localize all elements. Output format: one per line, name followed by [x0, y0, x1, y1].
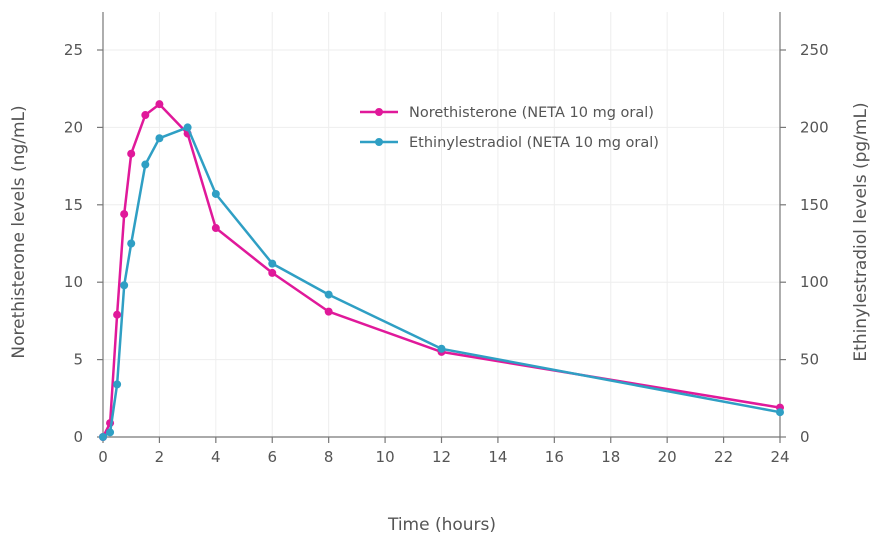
x-tick-label: 6 — [267, 448, 277, 466]
left-y-tick-label: 20 — [64, 118, 83, 136]
x-tick-label: 20 — [658, 448, 677, 466]
data-point-ethinylestradiol — [183, 123, 192, 132]
data-point-ethinylestradiol — [113, 380, 122, 389]
data-point-norethisterone — [113, 310, 122, 319]
data-point-ethinylestradiol — [99, 433, 107, 441]
right-y-axis-title: Ethinylestradiol levels (pg/mL) — [851, 102, 871, 361]
legend-marker-norethisterone — [375, 108, 383, 116]
data-point-ethinylestradiol — [211, 189, 220, 198]
data-point-ethinylestradiol — [155, 134, 164, 143]
gridlines — [102, 12, 781, 438]
data-point-ethinylestradiol — [324, 290, 333, 299]
data-point-norethisterone — [268, 268, 277, 277]
x-tick-label: 4 — [211, 448, 221, 466]
data-point-norethisterone — [155, 100, 164, 109]
legend-marker-ethinylestradiol — [375, 138, 383, 146]
x-tick-label: 10 — [376, 448, 395, 466]
legend-label-norethisterone: Norethisterone (NETA 10 mg oral) — [409, 105, 654, 121]
legend-label-ethinylestradiol: Ethinylestradiol (NETA 10 mg oral) — [409, 135, 659, 151]
left-y-tick-label: 10 — [64, 273, 83, 291]
x-tick-label: 24 — [770, 448, 789, 466]
x-tick-label: 2 — [155, 448, 165, 466]
legend: Norethisterone (NETA 10 mg oral) Ethinyl… — [360, 105, 659, 151]
left-y-tick-label: 5 — [73, 351, 83, 369]
left-y-tick-label: 0 — [73, 428, 83, 446]
x-tick-label: 8 — [324, 448, 334, 466]
data-point-norethisterone — [324, 307, 333, 316]
left-y-axis-title: Norethisterone levels (ng/mL) — [9, 105, 29, 358]
data-point-ethinylestradiol — [776, 408, 784, 417]
data-point-ethinylestradiol — [127, 239, 136, 248]
data-point-ethinylestradiol — [106, 428, 115, 437]
x-tick-label: 18 — [601, 448, 620, 466]
right-y-tick-label: 200 — [800, 118, 829, 136]
data-point-ethinylestradiol — [268, 259, 277, 268]
data-point-ethinylestradiol — [437, 344, 446, 353]
right-y-tick-label: 50 — [800, 351, 819, 369]
data-point-norethisterone — [141, 111, 150, 120]
data-point-ethinylestradiol — [141, 160, 150, 169]
data-point-norethisterone — [211, 224, 220, 233]
axes — [97, 12, 786, 443]
x-tick-label: 0 — [98, 448, 108, 466]
right-y-tick-label: 100 — [800, 273, 829, 291]
x-tick-label: 16 — [545, 448, 564, 466]
data-series — [99, 100, 784, 441]
x-tick-label: 12 — [432, 448, 451, 466]
left-y-tick-label: 15 — [64, 196, 83, 214]
x-axis-title: Time (hours) — [387, 515, 496, 535]
data-point-ethinylestradiol — [120, 281, 129, 290]
x-tick-label: 14 — [488, 448, 507, 466]
data-point-norethisterone — [120, 210, 129, 219]
right-y-tick-label: 0 — [800, 428, 810, 446]
left-y-tick-label: 25 — [64, 41, 83, 59]
right-y-tick-label: 150 — [800, 196, 829, 214]
tick-labels: 0 2 4 6 8 10 12 14 16 18 20 22 240510152025050100150… — [64, 41, 829, 466]
x-tick-label: 22 — [714, 448, 733, 466]
right-y-tick-label: 250 — [800, 41, 829, 59]
data-point-norethisterone — [127, 149, 136, 158]
